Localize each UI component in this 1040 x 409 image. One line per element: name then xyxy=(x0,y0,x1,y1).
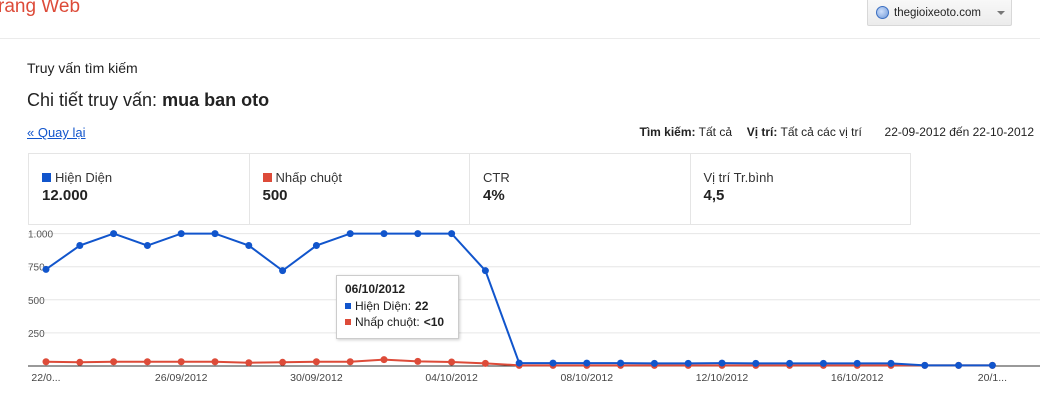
metric-ctr[interactable]: CTR 4% xyxy=(470,154,691,224)
x-tick-label: 08/10/2012 xyxy=(561,372,614,384)
search-filter-label: Tìm kiếm: xyxy=(639,125,696,139)
tooltip-clicks-label: Nhấp chuột: xyxy=(355,315,420,329)
data-point xyxy=(42,265,50,273)
data-point xyxy=(955,361,963,369)
chart-tooltip: 06/10/2012 Hiện Diện: 22 Nhấp chuột: <10 xyxy=(336,275,459,339)
data-point xyxy=(346,358,354,366)
impressions-swatch xyxy=(42,173,51,182)
data-point xyxy=(177,358,185,366)
position-filter-value[interactable]: Tất cả các vị trí xyxy=(780,125,862,139)
metric-impressions[interactable]: Hiện Diện 12.000 xyxy=(29,154,250,224)
data-point xyxy=(448,230,456,238)
data-point xyxy=(312,242,320,250)
x-tick-label: 20/1... xyxy=(978,372,1007,384)
x-tick-label: 12/10/2012 xyxy=(696,372,749,384)
data-point xyxy=(279,358,287,366)
data-point xyxy=(853,359,861,367)
data-point xyxy=(481,359,489,367)
metric-value: 4% xyxy=(483,187,505,204)
position-filter-label: Vị trí: xyxy=(746,125,778,139)
data-point xyxy=(312,358,320,366)
x-tick-label: 26/09/2012 xyxy=(155,372,208,384)
clicks-swatch xyxy=(345,319,351,325)
query-text: mua ban oto xyxy=(162,90,270,110)
data-point xyxy=(110,358,118,366)
data-point xyxy=(143,358,151,366)
metric-value: 500 xyxy=(262,187,288,204)
x-tick-label: 30/09/2012 xyxy=(290,372,343,384)
data-point xyxy=(887,359,895,367)
y-tick-label: 750 xyxy=(28,263,45,274)
metric-clicks[interactable]: Nhấp chuột 500 xyxy=(250,154,470,224)
metric-label: Hiện Diện xyxy=(55,170,113,185)
data-point xyxy=(211,358,219,366)
y-tick-label: 250 xyxy=(28,329,45,340)
data-point xyxy=(380,230,388,238)
data-point xyxy=(515,359,523,367)
data-point xyxy=(76,358,84,366)
query-heading: Chi tiết truy vấn: mua ban oto xyxy=(27,90,269,111)
divider xyxy=(0,38,1040,39)
data-point xyxy=(346,230,354,238)
metric-label: Nhấp chuột xyxy=(275,170,343,185)
y-tick-label: 1.000 xyxy=(28,230,53,241)
data-point xyxy=(279,267,287,275)
data-point xyxy=(110,230,118,238)
chevron-down-icon xyxy=(997,11,1005,15)
data-point xyxy=(988,361,996,369)
globe-icon xyxy=(876,6,889,19)
tooltip-impressions-label: Hiện Diện: xyxy=(355,299,412,313)
back-link[interactable]: « Quay lại xyxy=(27,125,86,140)
clicks-swatch xyxy=(262,173,272,182)
data-point xyxy=(481,267,489,275)
data-point xyxy=(42,358,50,366)
filters-bar: Tìm kiếm: Tất cả Vị trí: Tất cả các vị t… xyxy=(640,125,1035,139)
data-point xyxy=(650,359,658,367)
data-point xyxy=(414,230,422,238)
x-tick-label: 22/0... xyxy=(31,372,60,384)
data-point xyxy=(245,359,253,367)
date-range[interactable]: 22-09-2012 đến 22-10-2012 xyxy=(884,125,1034,139)
data-point xyxy=(211,230,219,238)
metric-avg-position[interactable]: Vị trí Tr.bình 4,5 xyxy=(691,154,911,224)
data-point xyxy=(380,356,388,364)
site-selector-label: thegioixeoto.com xyxy=(894,6,981,19)
data-point xyxy=(718,359,726,367)
data-point xyxy=(143,242,151,250)
query-heading-prefix: Chi tiết truy vấn: xyxy=(27,90,158,110)
data-point xyxy=(245,242,253,250)
metric-value: 4,5 xyxy=(703,187,725,204)
data-point xyxy=(684,359,692,367)
data-point xyxy=(921,361,929,369)
metric-value: 12.000 xyxy=(42,187,88,204)
tooltip-impressions-value: 22 xyxy=(415,299,429,313)
search-filter-value[interactable]: Tất cả xyxy=(698,125,732,139)
metric-label: CTR xyxy=(483,170,510,185)
data-point xyxy=(786,359,794,367)
data-point xyxy=(583,359,591,367)
data-point xyxy=(819,359,827,367)
data-point xyxy=(549,359,557,367)
x-tick-label: 16/10/2012 xyxy=(831,372,884,384)
metric-label: Vị trí Tr.bình xyxy=(703,170,774,185)
site-selector[interactable]: thegioixeoto.com xyxy=(867,0,1012,26)
tooltip-date: 06/10/2012 xyxy=(345,282,406,296)
data-point xyxy=(752,359,760,367)
impressions-swatch xyxy=(345,303,351,309)
metrics-panel: Hiện Diện 12.000 Nhấp chuột 500 CTR 4% V… xyxy=(28,153,911,225)
performance-chart[interactable]: 1.000 750 500 250 22/0... 26/09/2012 30/09/201… xyxy=(0,225,1040,409)
y-tick-label: 500 xyxy=(28,296,45,307)
data-point xyxy=(177,230,185,238)
tooltip-clicks-value: <10 xyxy=(423,315,445,329)
data-point xyxy=(76,242,84,250)
data-point xyxy=(617,359,625,367)
x-tick-label: 04/10/2012 xyxy=(425,372,478,384)
data-point xyxy=(414,357,422,365)
data-point xyxy=(448,358,456,366)
section-title: Truy vấn tìm kiếm xyxy=(27,60,138,76)
page-title: rang Web xyxy=(0,0,81,17)
